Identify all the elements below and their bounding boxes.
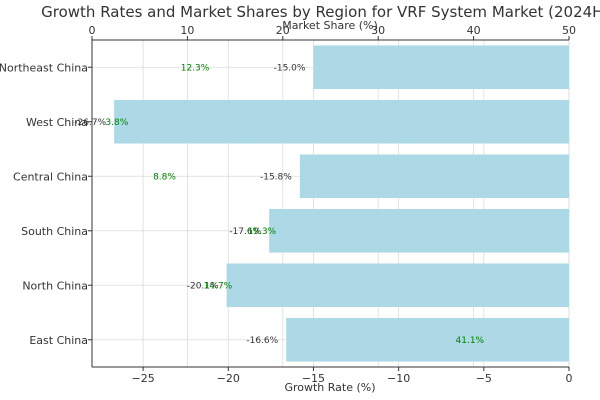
share-label-0: 12.3% — [181, 63, 210, 73]
bar-west-china — [114, 99, 570, 144]
growth-label-0: -15.0% — [274, 63, 306, 73]
x-tick-label-5: 0 — [566, 372, 573, 385]
x-tick-label-3: −10 — [387, 372, 410, 385]
top-axis-label: Market Share (%) — [282, 19, 378, 32]
category-label-5: East China — [29, 334, 88, 347]
x2-tick-label-0: 0 — [89, 24, 96, 37]
x2-tick-label-1: 10 — [180, 24, 194, 37]
x2-tick-label-3: 30 — [371, 24, 385, 37]
x2-tick-label-4: 40 — [467, 24, 481, 37]
x-tick-label-0: −25 — [131, 372, 154, 385]
bar-north-china — [226, 263, 569, 308]
growth-label-1: -26.7% — [74, 118, 106, 128]
bar-northeast-china — [313, 45, 569, 90]
category-label-4: North China — [22, 279, 88, 292]
chart-title: Growth Rates and Market Shares by Region… — [41, 3, 600, 21]
label-layer: -15.0% 12.3% -26.7% 3.8% -15.8% 8.8% -17.6%19.… — [74, 63, 484, 346]
share-label-4: 14.7% — [204, 281, 233, 291]
x-tick-label-2: −15 — [302, 372, 325, 385]
category-label-0: Northeast China — [0, 61, 88, 74]
share-label-1: 3.8% — [105, 118, 128, 128]
bar-central-china — [299, 154, 569, 199]
category-label-3: South China — [21, 225, 88, 238]
bar-layer — [114, 45, 570, 362]
axis-layer: −25 −20 −15 −10 −5 0 0 10 20 30 40 50 Northeast Chin… — [0, 24, 576, 385]
category-label-2: Central China — [13, 170, 88, 183]
bottom-axis-label: Growth Rate (%) — [284, 381, 375, 394]
growth-label-4: -20.1% — [187, 281, 219, 291]
share-label-2: 8.8% — [153, 172, 176, 182]
x-tick-label-1: −20 — [217, 372, 240, 385]
x-tick-label-4: −5 — [476, 372, 492, 385]
growth-label-2: -15.8% — [260, 172, 292, 182]
category-label-1: West China — [26, 116, 88, 129]
bar-south-china — [269, 208, 569, 253]
bar-east-china — [286, 317, 569, 362]
x2-tick-label-5: 50 — [562, 24, 576, 37]
growth-label-5: -16.6% — [246, 336, 278, 346]
share-label-5: 41.1% — [456, 336, 485, 346]
growth-label-3: -17.6% — [229, 227, 261, 237]
share-label-3: 19.3% — [248, 227, 277, 237]
x2-tick-label-2: 20 — [276, 24, 290, 37]
